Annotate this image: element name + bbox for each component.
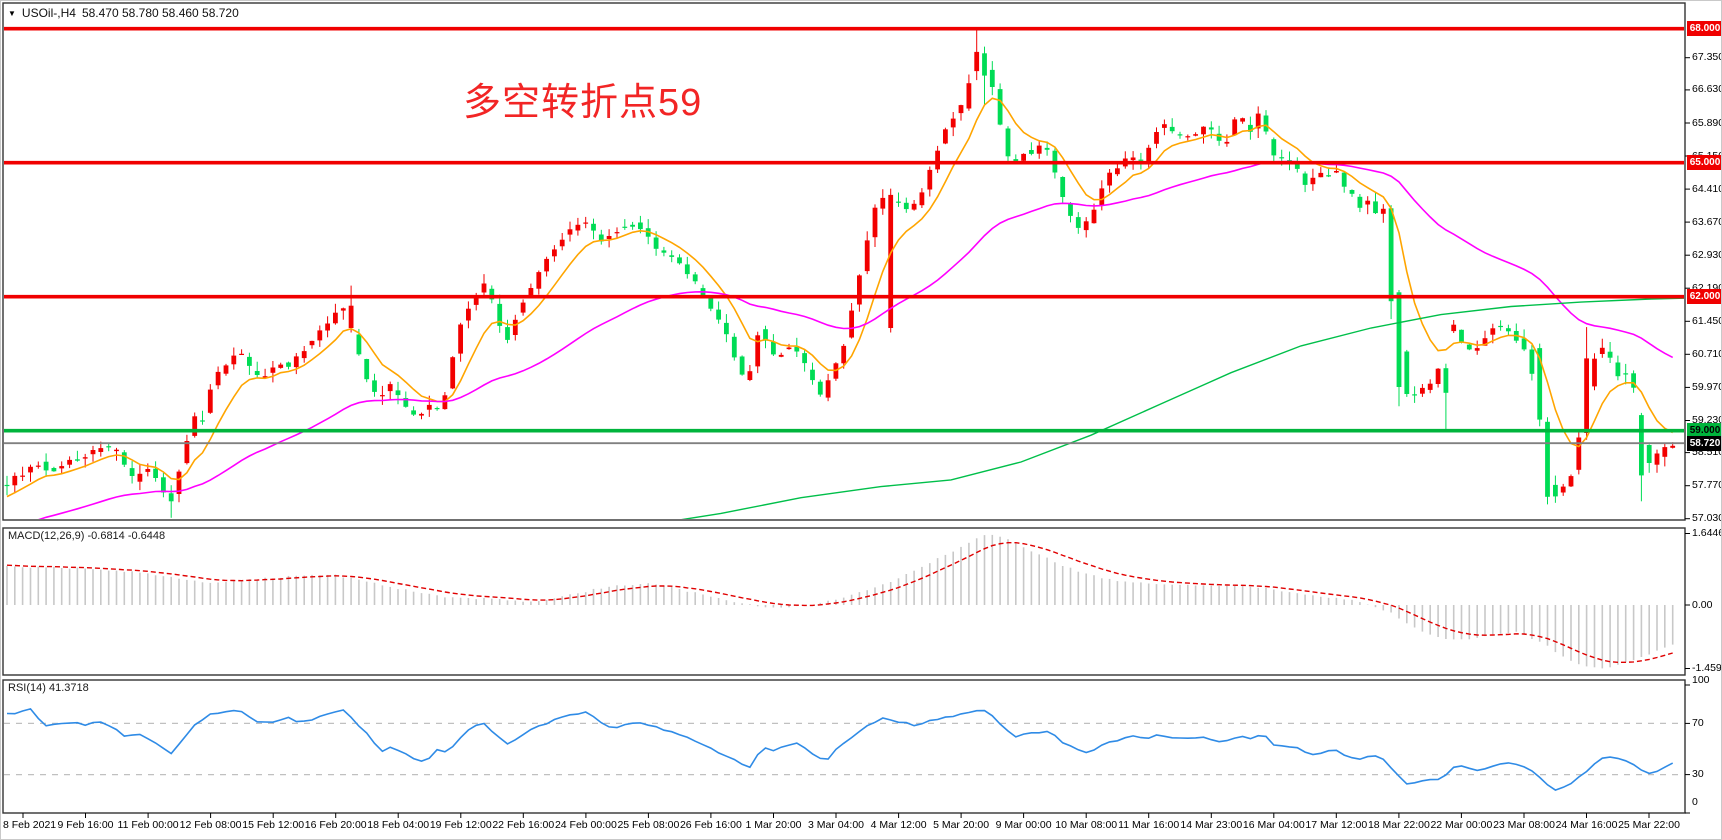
symbol-period-label: USOil-,H4: [21, 6, 76, 20]
symbol-dropdown-icon[interactable]: ▼: [8, 8, 16, 18]
rsi-layer: [4, 707, 1684, 791]
macd-layer: [6, 534, 1674, 669]
main-chart-area[interactable]: [3, 3, 1685, 520]
rsi-chart-area[interactable]: [3, 680, 1685, 813]
moving-averages-layer: [6, 97, 1684, 519]
rsi-pane-border: [2, 679, 1686, 814]
candles-layer: [4, 29, 1676, 518]
macd-chart-area[interactable]: [3, 528, 1685, 675]
ohlc-values: 58.470 58.780 58.460 58.720: [81, 6, 239, 20]
chart-header: ▼ USOil-,H4 58.470 58.780 58.460 58.720: [8, 6, 239, 20]
